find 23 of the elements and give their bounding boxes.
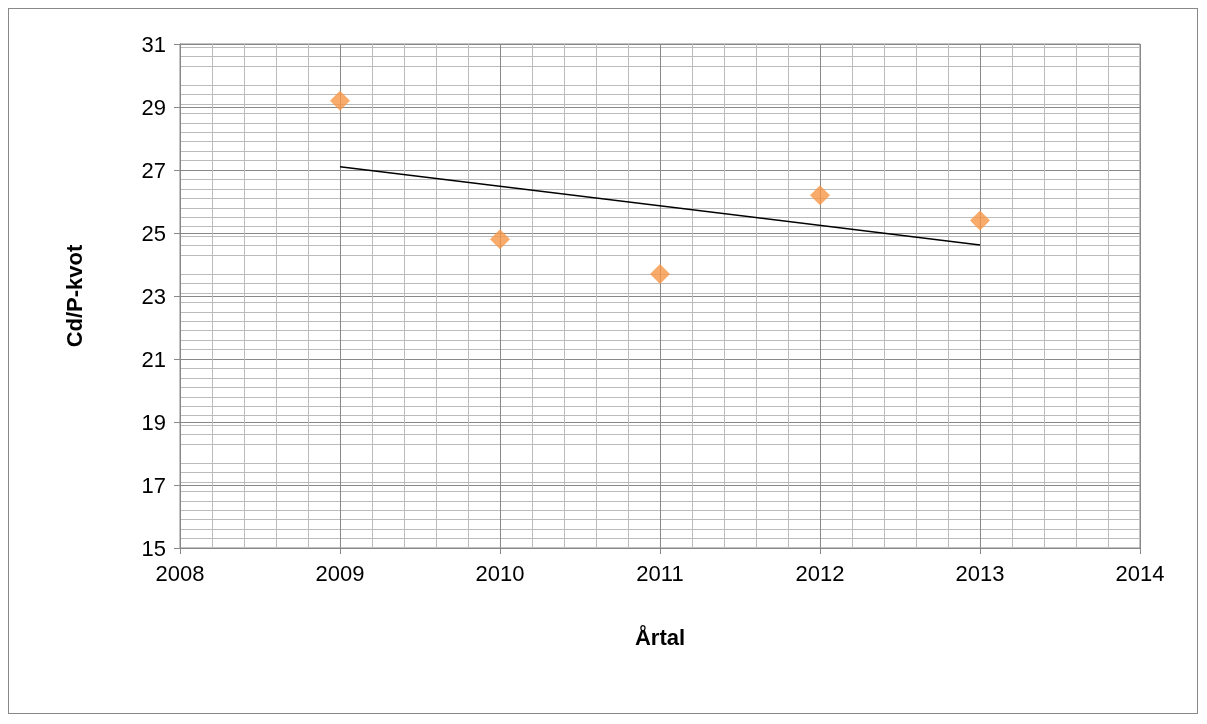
y-tick-label: 25 [141,220,166,246]
y-tick-label: 21 [141,346,166,372]
x-tick-label: 2014 [1115,560,1165,586]
y-tick-label: 17 [141,472,166,498]
x-tick-label: 2012 [795,560,845,586]
x-tick-label: 2008 [155,560,205,586]
y-tick-label: 19 [141,409,166,435]
point [810,185,830,206]
y-tick-label: 23 [141,283,166,309]
point [330,90,350,111]
x-tick-label: 2009 [315,560,365,586]
point [970,210,990,231]
y-tick-label: 27 [141,157,166,183]
x-tick-label: 2011 [636,560,684,586]
y-tick-label: 15 [141,535,166,561]
x-tick-label: 2010 [475,560,525,586]
x-axis-title: Årtal [634,623,686,650]
y-tick-label: 29 [141,94,166,120]
y-tick-label: 31 [141,31,166,57]
point [650,263,670,284]
point [490,229,510,250]
x-tick-label: 2013 [955,560,1005,586]
y-axis-title: Cd/P-kvot [61,244,87,348]
